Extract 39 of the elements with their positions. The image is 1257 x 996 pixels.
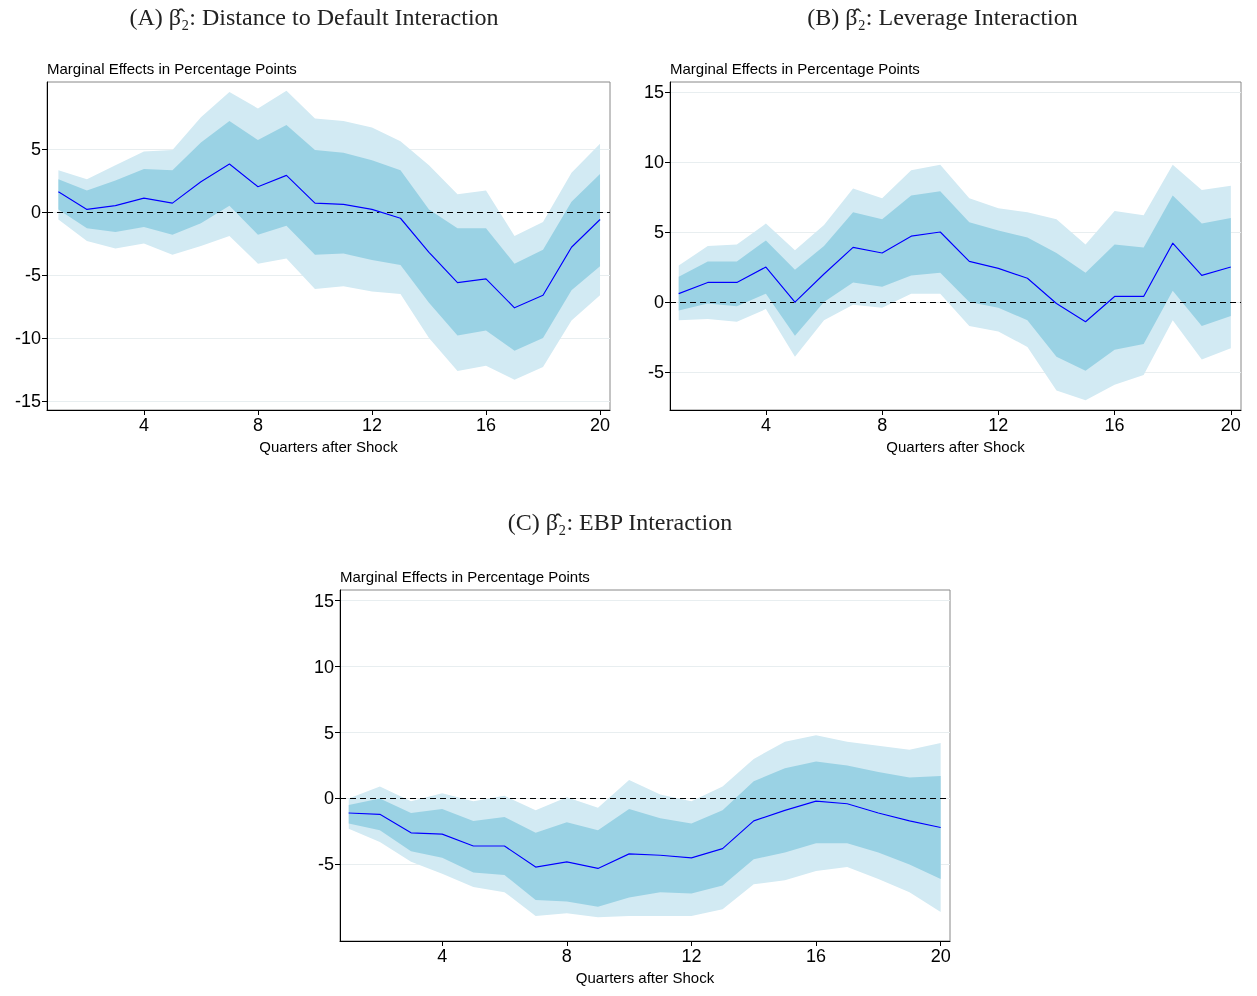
x-tick-label: 8 [877, 415, 888, 435]
y-tick-label: -5 [24, 265, 41, 286]
y-tick-label: 5 [323, 722, 334, 743]
y-tick-label: -15 [14, 391, 41, 412]
x-tick-label: 4 [138, 415, 149, 435]
x-tick-label: 20 [1220, 415, 1241, 435]
y-tick-label: 15 [643, 81, 664, 102]
x-tick-label: 4 [760, 415, 771, 435]
y-tick-label: 0 [30, 201, 41, 222]
x-tick-label: 8 [252, 415, 263, 435]
x-tick-label: 4 [437, 946, 448, 966]
x-tick-label: 12 [681, 946, 702, 966]
x-tick-label: 8 [561, 946, 572, 966]
y-tick-label: -10 [14, 328, 41, 349]
x-tick-label: 20 [590, 415, 611, 435]
y-tick-label: 10 [643, 151, 664, 172]
x-tick-label: 12 [361, 415, 382, 435]
y-tick-label: 15 [313, 590, 334, 611]
chart-title: (B) β̂₂: Leverage Interaction [807, 4, 1078, 30]
y-tick-label: 5 [653, 221, 664, 242]
x-tick-label: 16 [806, 946, 827, 966]
y-axis-title: Marginal Effects in Percentage Points [47, 60, 297, 77]
y-tick-label: -5 [647, 362, 664, 383]
x-tick-label: 16 [475, 415, 497, 435]
y-tick-label: 0 [323, 788, 334, 809]
y-tick-label: 5 [30, 138, 41, 159]
x-tick-label: 12 [988, 415, 1009, 435]
x-axis-title: Quarters after Shock [259, 437, 399, 455]
x-axis-title: Quarters after Shock [575, 968, 715, 986]
chart-title: (C) β̂₂: EBP Interaction [507, 509, 733, 535]
x-axis-title: Quarters after Shock [886, 437, 1026, 455]
y-tick-label: 0 [653, 292, 664, 313]
y-tick-label: 10 [313, 656, 334, 677]
chart-title: (A) β̂₂: Distance to Default Interaction [129, 4, 499, 30]
y-axis-title: Marginal Effects in Percentage Points [340, 568, 590, 585]
y-tick-label: -5 [317, 854, 334, 875]
x-tick-label: 16 [1104, 415, 1125, 435]
y-axis-title: Marginal Effects in Percentage Points [670, 60, 920, 77]
x-tick-label: 20 [930, 946, 951, 966]
